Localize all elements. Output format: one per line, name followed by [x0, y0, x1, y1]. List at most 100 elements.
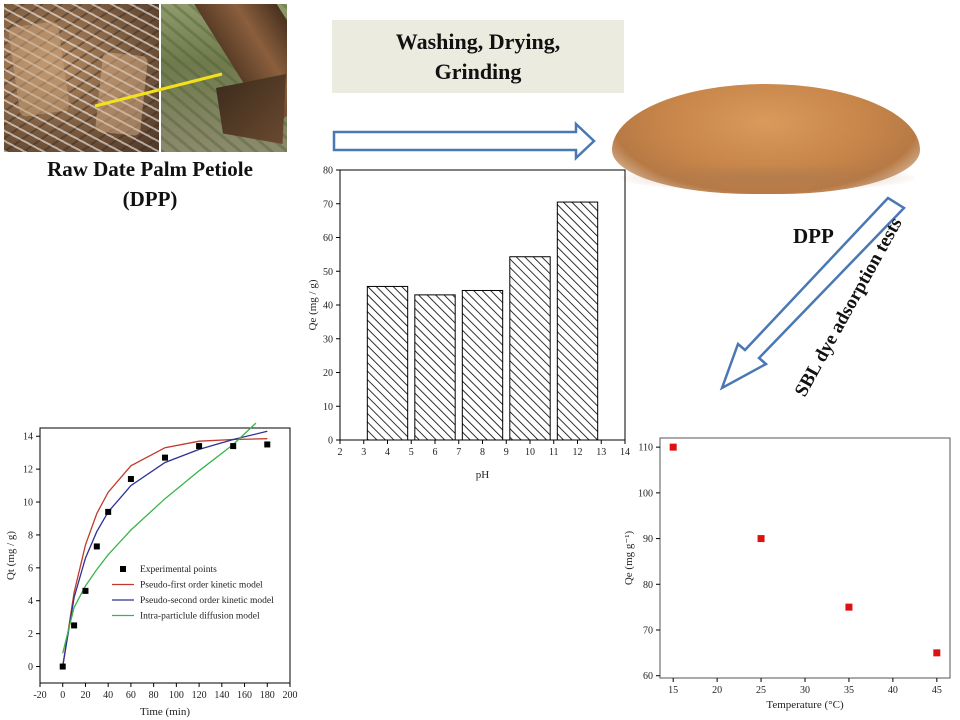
y-tick-label: 10: [23, 498, 33, 509]
y-tick-label: 60: [643, 671, 653, 682]
kinetic-chart: -20 0 20 40 60 80 100 120 140 160 180 200 0 2 4 6 8 10 12 1…: [5, 422, 298, 718]
temperature-point: [933, 649, 941, 657]
y-tick-label: 12: [23, 465, 33, 476]
x-tick-label: 13: [596, 447, 606, 458]
y-tick-label: 70: [323, 199, 333, 210]
legend-entry: Pseudo-second order kinetic model: [140, 596, 274, 606]
ph-bar-chart: 2 3 4 5 6 7 8 9 10 11 12 13 14 0 10 20 30 40 50 60 70 80 pH Qe …: [307, 166, 630, 482]
bar-ph-6: [414, 294, 456, 441]
x-tick-label: 20: [712, 685, 722, 696]
kinetic-line-3: [62, 422, 257, 654]
x-tick-label: 4: [385, 447, 390, 458]
legend-point-marker: [120, 566, 126, 572]
x-tick-label: 25: [756, 685, 766, 696]
experimental-point: [264, 441, 271, 448]
caption-line-2: (DPP): [122, 187, 178, 211]
x-tick-label: 3: [361, 447, 366, 458]
x-tick-label: 15: [668, 685, 678, 696]
y-axis-label: Qt (mg / g): [5, 531, 17, 581]
y-axis-label: Qe (mg / g): [307, 279, 319, 330]
measure-line: [94, 72, 223, 108]
y-tick-label: 70: [643, 626, 653, 637]
bar-ph-4: [366, 285, 409, 441]
experimental-point: [82, 587, 89, 594]
legend-entry: Intra-particlule diffusion model: [140, 611, 260, 622]
x-tick-label: 30: [800, 685, 810, 696]
y-tick-label: 80: [643, 580, 653, 591]
y-tick-label: 60: [323, 233, 333, 244]
process-line-2: Grinding: [434, 59, 522, 84]
experimental-point: [105, 508, 112, 515]
x-tick-label: 80: [149, 690, 159, 701]
kinetic-line-1: [62, 438, 268, 667]
experimental-point: [162, 454, 168, 461]
temperature-point: [669, 443, 677, 451]
x-tick-label: 45: [932, 685, 942, 696]
y-tick-label: 8: [28, 530, 33, 541]
photo-caption: Raw Date Palm Petiole (DPP): [0, 154, 300, 214]
x-tick-label: 9: [504, 447, 509, 458]
experimental-point: [127, 476, 134, 482]
x-tick-label: 6: [433, 447, 438, 458]
x-tick-label: 120: [192, 690, 207, 701]
y-tick-label: 2: [28, 629, 33, 640]
experimental-point: [59, 663, 66, 670]
y-tick-label: 4: [28, 596, 33, 607]
x-tick-label: 10: [525, 447, 535, 458]
y-tick-label: 10: [323, 402, 333, 413]
y-tick-label: 14: [23, 432, 33, 443]
process-line-1: Washing, Drying,: [395, 29, 561, 54]
legend-entry: Pseudo-first order kinetic model: [140, 580, 263, 591]
x-tick-label: 60: [126, 690, 136, 701]
x-tick-label: 160: [237, 690, 252, 701]
y-tick-label: 6: [28, 563, 33, 574]
x-tick-label: 180: [260, 690, 275, 701]
x-tick-label: 2: [338, 447, 343, 458]
x-tick-label: 40: [103, 690, 113, 701]
x-tick-label: 12: [573, 447, 583, 458]
x-axis-label: Time (min): [140, 706, 190, 718]
bar-ph-10: [509, 256, 551, 441]
temperature-point: [845, 603, 853, 611]
x-tick-label: -20: [33, 690, 46, 701]
y-axis-label: Qe (mg g⁻¹): [623, 531, 635, 586]
x-tick-label: 14: [620, 447, 630, 458]
y-tick-label: 20: [323, 368, 333, 379]
y-tick-label: 80: [323, 166, 333, 177]
x-tick-label: 35: [844, 685, 854, 696]
y-tick-label: 110: [638, 443, 653, 454]
experimental-point: [71, 622, 78, 629]
y-tick-label: 50: [323, 267, 333, 278]
experimental-point: [230, 443, 237, 450]
x-axis-label: Temperature (°C): [766, 699, 844, 711]
temperature-chart: 15 20 25 30 35 40 45 60 70 80 90 100 110 Temperature …: [623, 437, 951, 711]
x-tick-label: 0: [60, 690, 65, 701]
legend-entry: Experimental points: [140, 565, 217, 575]
kinetic-line-2: [62, 430, 268, 667]
dpp-label: DPP: [793, 224, 834, 248]
x-tick-label: 7: [456, 447, 461, 458]
x-tick-label: 200: [283, 690, 298, 701]
bar-ph-8: [461, 289, 504, 441]
adsorption-arrow-icon: [719, 196, 906, 391]
plot-frame: [659, 437, 951, 679]
plot-frame: [39, 427, 291, 684]
process-box: Washing, Drying, Grinding: [332, 20, 624, 93]
temperature-point: [757, 535, 765, 543]
y-tick-label: 0: [328, 436, 333, 447]
y-tick-label: 30: [323, 334, 333, 345]
raw-petiole-photo-right: [161, 4, 287, 152]
y-tick-label: 100: [638, 488, 653, 499]
experimental-point: [196, 443, 203, 450]
experimental-point: [93, 543, 100, 550]
caption-line-1: Raw Date Palm Petiole: [47, 157, 253, 181]
x-tick-label: 40: [888, 685, 898, 696]
x-tick-label: 140: [214, 690, 229, 701]
process-arrow-icon: [332, 121, 596, 161]
x-axis-label: pH: [476, 469, 490, 481]
raw-petiole-photo-left: [4, 4, 159, 152]
x-tick-label: 11: [549, 447, 559, 458]
bar-ph-12: [556, 201, 599, 441]
dpp-powder-shadow: [620, 165, 915, 191]
x-tick-label: 20: [80, 690, 90, 701]
